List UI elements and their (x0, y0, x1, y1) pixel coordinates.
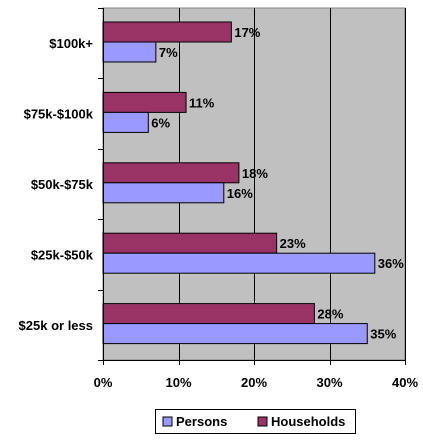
data-label-persons-3: 36% (378, 256, 404, 271)
category-label-2: $50k-$75k (31, 177, 94, 192)
data-label-households-4: 28% (317, 307, 343, 322)
legend-box (155, 409, 356, 434)
x-tick-label-0: 0% (94, 375, 113, 390)
legend-label-persons: Persons (176, 414, 227, 429)
data-label-households-0: 17% (234, 25, 260, 40)
data-label-persons-4: 35% (370, 327, 396, 342)
data-label-persons-0: 7% (159, 45, 178, 60)
legend-swatch-households (257, 416, 268, 427)
data-label-households-2: 18% (242, 166, 268, 181)
bar-persons-3 (102, 252, 376, 274)
bars (102, 21, 376, 345)
legend: Persons Households (155, 409, 356, 434)
bar-households-2 (102, 162, 240, 184)
bar-households-0 (102, 21, 232, 43)
legend-swatch-persons (162, 416, 173, 427)
x-tick-label-4: 40% (392, 375, 418, 390)
legend-label-households: Households (271, 414, 345, 429)
axes (98, 8, 406, 365)
bar-persons-2 (102, 182, 225, 204)
category-label-3: $25k-$50k (31, 247, 94, 262)
data-label-persons-1: 6% (151, 115, 170, 130)
data-label-households-3: 23% (280, 236, 306, 251)
bar-households-3 (102, 232, 278, 254)
bar-persons-0 (102, 41, 157, 63)
data-label-households-1: 11% (189, 95, 215, 110)
bar-persons-1 (102, 111, 149, 133)
category-labels: $100k+ $75k-$100k $50k-$75k $25k-$50k $25k o… (19, 36, 94, 333)
category-label-4: $25k or less (19, 318, 93, 333)
x-tick-label-2: 20% (241, 375, 267, 390)
data-label-persons-2: 16% (227, 186, 253, 201)
x-tick-label-1: 10% (165, 375, 191, 390)
bar-households-1 (102, 91, 187, 113)
tick-labels: 0% 10% 20% 30% 40% (94, 375, 419, 390)
data-labels: 17% 7% 11% 6% 18% 16% 23% 36% 28% 35% (151, 25, 404, 342)
x-tick-label-3: 30% (316, 375, 342, 390)
bar-households-4 (102, 303, 315, 325)
category-label-1: $75k-$100k (24, 107, 94, 122)
category-label-0: $100k+ (49, 36, 93, 51)
bar-persons-4 (102, 323, 368, 345)
